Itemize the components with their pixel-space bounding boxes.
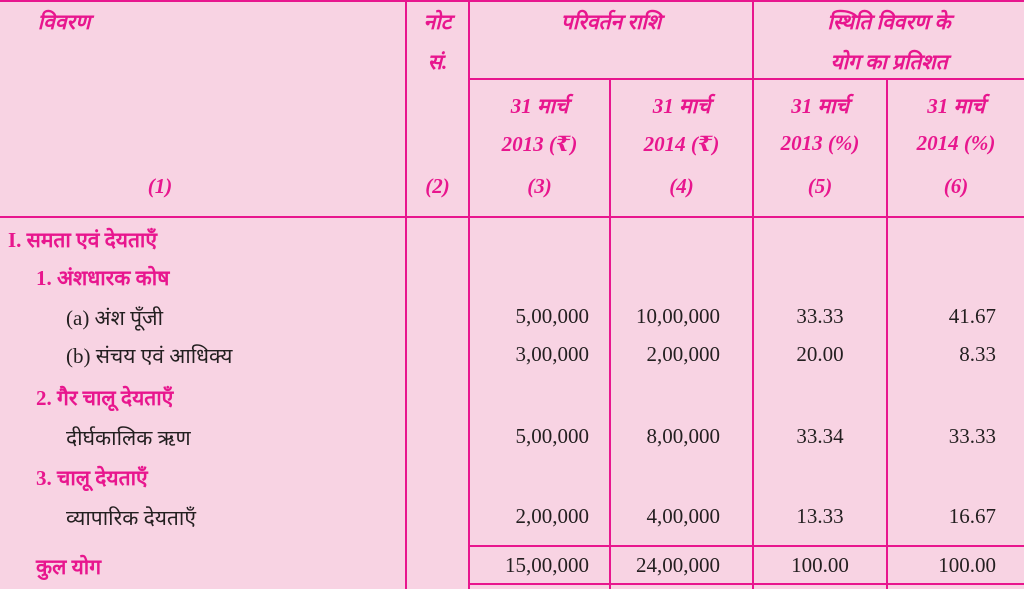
col-divider-1 — [405, 0, 407, 589]
col-number-1: (1) — [147, 174, 173, 198]
row-label-non-current-liabilities: 2. गैर चालू देयताएँ — [36, 386, 174, 410]
col-divider-3 — [609, 78, 611, 589]
col-divider-2 — [468, 0, 470, 589]
cell-payables-2014-amt: 4,00,000 — [646, 504, 721, 528]
col-divider-4 — [752, 0, 754, 589]
table-top-border — [0, 0, 1024, 2]
row-label-long-term-loans: दीर्घकालिक ऋण — [66, 426, 191, 450]
subheader-col5-line1: 31 मार्च — [791, 94, 849, 118]
col-number-3: (3) — [527, 174, 552, 198]
col-number-2: (2) — [425, 174, 450, 198]
col2-title-line2: सं. — [427, 50, 448, 74]
total-top-rule — [469, 545, 1024, 547]
group-percent-title-line2: योग का प्रतिशत — [830, 50, 948, 74]
total-bottom-rule — [469, 583, 1024, 585]
subheader-col4-line2: 2014 (₹) — [643, 132, 720, 156]
subheader-col5-line2: 2013 (%) — [780, 131, 860, 155]
cell-reserves-2014-amt: 2,00,000 — [646, 342, 721, 366]
cell-total-2013-amt: 15,00,000 — [505, 553, 589, 577]
subheader-col3-line2: 2013 (₹) — [501, 132, 578, 156]
row-label-equity-liabilities: I. समता एवं देयताएँ — [8, 228, 157, 252]
col-number-4: (4) — [669, 174, 694, 198]
col-divider-5 — [886, 78, 888, 589]
cell-share-capital-2014-pct: 41.67 — [948, 304, 996, 328]
cell-loans-2014-pct: 33.33 — [948, 424, 996, 448]
cell-reserves-2013-pct: 20.00 — [796, 342, 844, 366]
cell-loans-2014-amt: 8,00,000 — [646, 424, 721, 448]
cell-payables-2013-amt: 2,00,000 — [515, 504, 590, 528]
group-header-divider — [469, 78, 1024, 80]
row-label-shareholders-funds: 1. अंशधारक कोष — [36, 266, 170, 290]
row-label-reserves-surplus: (b) संचय एवं आधिक्य — [66, 344, 233, 368]
cell-share-capital-2013-amt: 5,00,000 — [515, 304, 590, 328]
row-label-trade-payables: व्यापारिक देयताएँ — [66, 506, 196, 530]
cell-reserves-2013-amt: 3,00,000 — [515, 342, 590, 366]
group-change-title: परिवर्तन राशि — [560, 10, 662, 34]
col-number-6: (6) — [943, 174, 969, 198]
cell-total-2014-amt: 24,00,000 — [636, 553, 720, 577]
cell-share-capital-2014-amt: 10,00,000 — [636, 304, 720, 328]
cell-total-2014-pct: 100.00 — [938, 553, 996, 577]
row-label-total: कुल योग — [36, 555, 102, 579]
subheader-col6-line2: 2014 (%) — [916, 131, 996, 155]
cell-loans-2013-pct: 33.34 — [796, 424, 844, 448]
cell-total-2013-pct: 100.00 — [791, 553, 849, 577]
cell-share-capital-2013-pct: 33.33 — [796, 304, 844, 328]
row-label-share-capital: (a) अंश पूँजी — [66, 306, 164, 330]
group-percent-title-line1: स्थिति विवरण के — [827, 10, 951, 34]
col2-title-line1: नोट — [423, 10, 452, 34]
cell-loans-2013-amt: 5,00,000 — [515, 424, 590, 448]
col1-title: विवरण — [37, 10, 91, 34]
subheader-col4-line1: 31 मार्च — [652, 94, 711, 118]
cell-payables-2013-pct: 13.33 — [796, 504, 844, 528]
col-number-5: (5) — [807, 174, 833, 198]
cell-payables-2014-pct: 16.67 — [948, 504, 996, 528]
cell-reserves-2014-pct: 8.33 — [959, 342, 996, 366]
subheader-col3-line1: 31 मार्च — [510, 94, 569, 118]
row-label-current-liabilities: 3. चालू देयताएँ — [36, 466, 148, 490]
subheader-col6-line1: 31 मार्च — [927, 94, 985, 118]
header-bottom-border — [0, 216, 1024, 218]
